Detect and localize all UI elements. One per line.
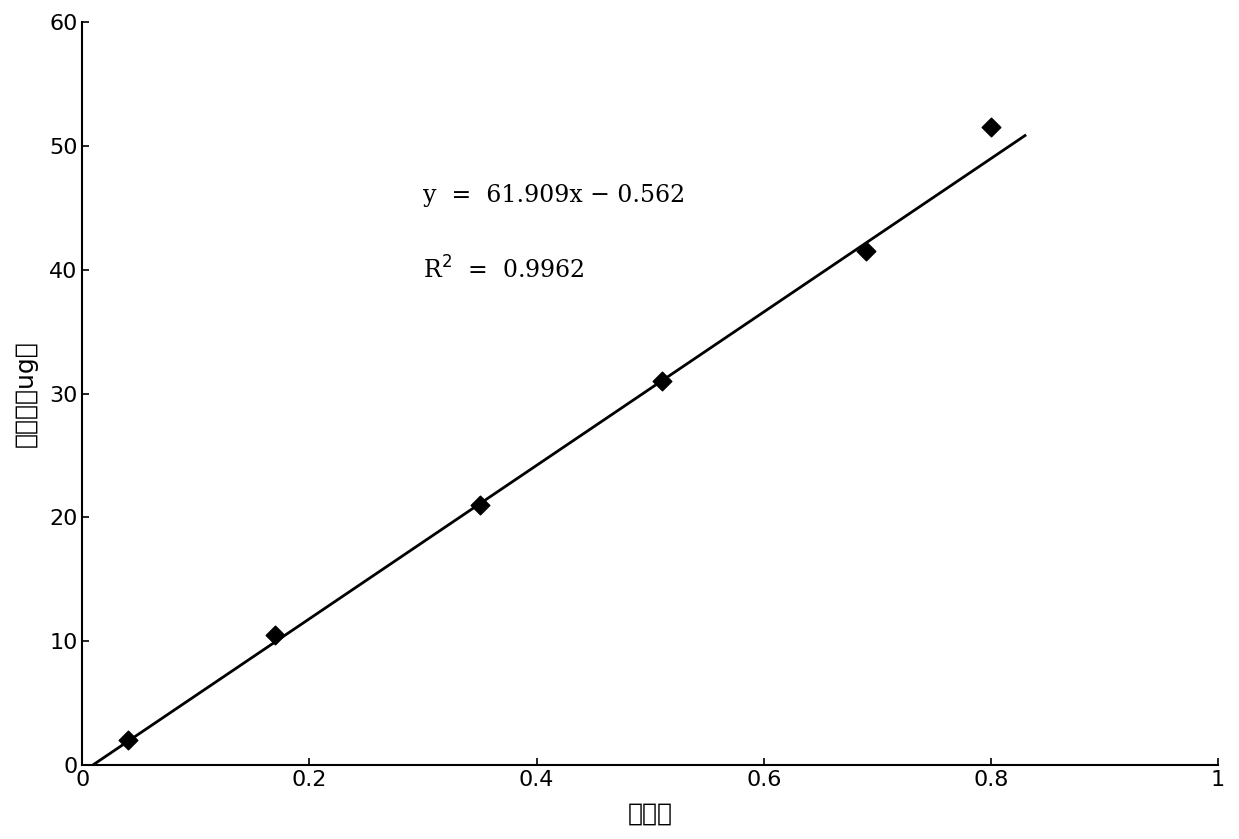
Point xyxy=(470,498,489,512)
Text: y  =  61.909x − 0.562: y = 61.909x − 0.562 xyxy=(422,184,685,207)
Text: R$^2$  =  0.9962: R$^2$ = 0.9962 xyxy=(422,256,585,284)
Point xyxy=(856,244,876,258)
Point xyxy=(981,121,1001,134)
Point xyxy=(118,733,138,747)
Y-axis label: 吐白块（ug）: 吐白块（ug） xyxy=(14,340,38,447)
Point xyxy=(652,374,672,388)
X-axis label: 吸光度: 吸光度 xyxy=(628,801,673,825)
Point xyxy=(265,628,285,642)
